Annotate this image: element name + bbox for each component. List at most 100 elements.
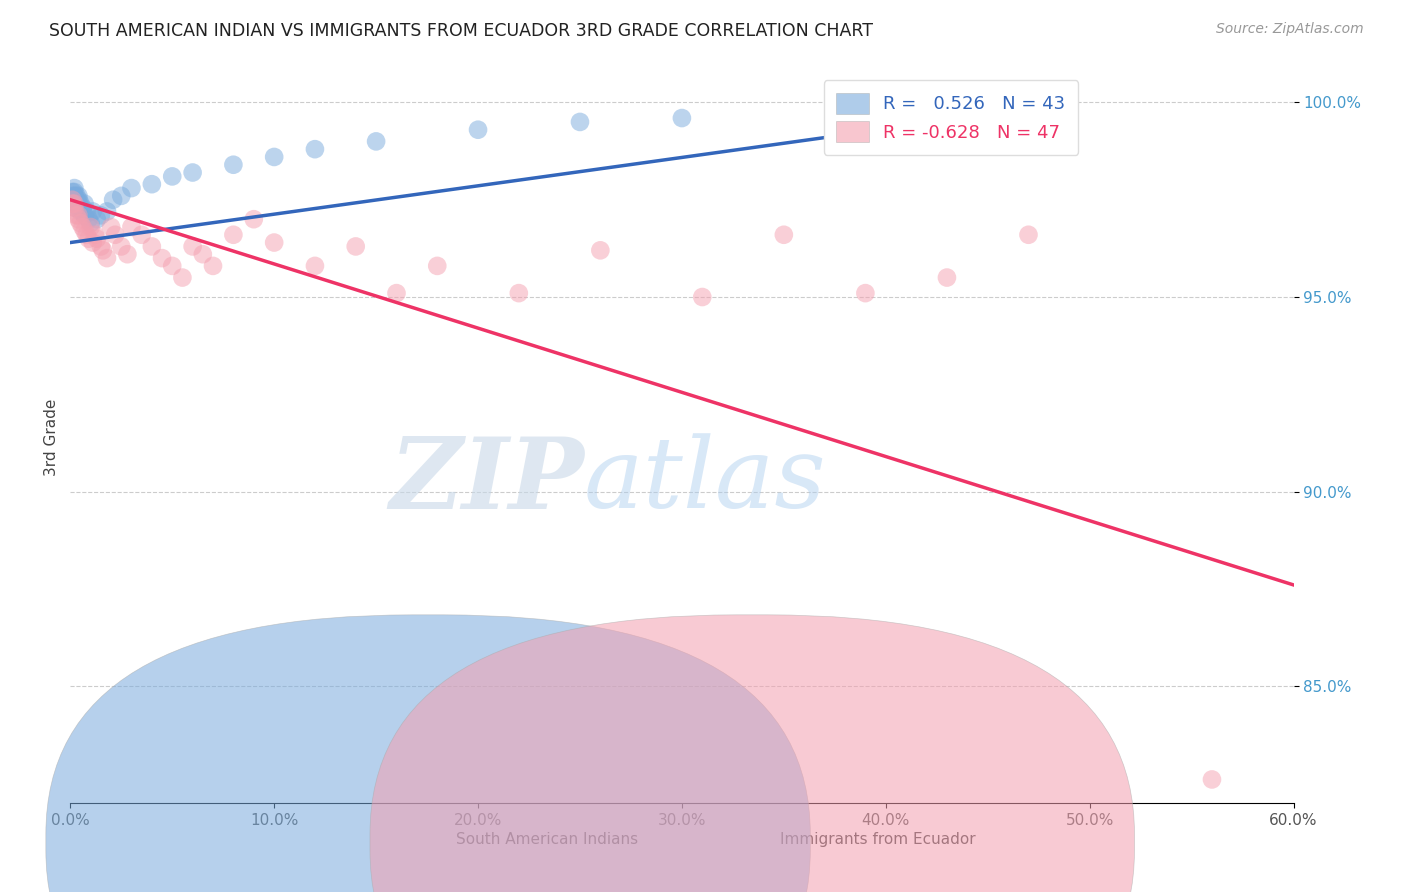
Point [110, 189, 132, 203]
Point [936, 270, 959, 285]
Point [65, 208, 87, 222]
Point [63, 201, 86, 215]
Text: ZIP: ZIP [389, 433, 583, 529]
Point [65, 196, 87, 211]
Point [834, 107, 856, 121]
Point [60, 196, 83, 211]
Point [63, 185, 86, 199]
FancyBboxPatch shape [46, 615, 810, 892]
Point [73, 196, 96, 211]
Point [69, 196, 91, 211]
Legend: R =   0.526   N = 43, R = -0.628   N = 47: R = 0.526 N = 43, R = -0.628 N = 47 [824, 80, 1078, 154]
Point [63, 181, 86, 195]
Point [671, 111, 693, 125]
Point [96, 204, 118, 219]
Point [191, 247, 214, 261]
Point [304, 259, 326, 273]
Text: atlas: atlas [583, 434, 827, 529]
Point [773, 227, 796, 242]
Point [426, 259, 449, 273]
Point [72, 201, 94, 215]
Point [83, 227, 105, 242]
Point [67, 212, 90, 227]
Y-axis label: 3rd Grade: 3rd Grade [44, 399, 59, 475]
Point [181, 239, 204, 253]
Point [69, 216, 91, 230]
Point [73, 208, 96, 222]
Point [76, 227, 98, 242]
Point [131, 227, 153, 242]
Point [67, 189, 90, 203]
Point [162, 169, 183, 184]
Text: South American Indians: South American Indians [456, 832, 638, 847]
Point [162, 259, 183, 273]
Point [222, 227, 245, 242]
Point [508, 286, 530, 301]
Point [91, 244, 114, 258]
Point [82, 204, 104, 219]
Point [100, 219, 122, 234]
Text: SOUTH AMERICAN INDIAN VS IMMIGRANTS FROM ECUADOR 3RD GRADE CORRELATION CHART: SOUTH AMERICAN INDIAN VS IMMIGRANTS FROM… [49, 22, 873, 40]
Point [86, 212, 108, 227]
Point [117, 247, 139, 261]
Point [222, 158, 245, 172]
Point [181, 165, 204, 179]
Point [366, 135, 388, 149]
Point [589, 244, 612, 258]
Point [263, 150, 285, 164]
Point [150, 251, 173, 265]
Point [67, 196, 90, 211]
Point [63, 189, 86, 203]
Point [77, 232, 100, 246]
Point [72, 204, 94, 219]
Point [90, 239, 112, 253]
Point [73, 224, 96, 238]
Point [101, 193, 124, 207]
Point [110, 239, 132, 253]
Point [568, 115, 592, 129]
Point [69, 204, 91, 219]
Point [1018, 227, 1040, 242]
Point [82, 235, 104, 250]
Text: Immigrants from Ecuador: Immigrants from Ecuador [780, 832, 976, 847]
Point [63, 196, 86, 211]
Point [60, 193, 83, 207]
Point [90, 208, 112, 222]
Point [243, 212, 266, 227]
Point [172, 270, 194, 285]
Point [304, 142, 326, 156]
Point [141, 239, 163, 253]
Point [79, 216, 103, 230]
Point [202, 259, 225, 273]
Point [63, 193, 86, 207]
Point [385, 286, 408, 301]
Point [96, 251, 118, 265]
Point [63, 201, 86, 215]
Point [104, 227, 127, 242]
Point [69, 201, 91, 215]
Point [141, 177, 163, 191]
Point [86, 232, 108, 246]
Point [77, 212, 100, 227]
Point [1038, 99, 1060, 113]
Point [76, 204, 98, 219]
Point [60, 193, 83, 207]
Point [263, 235, 285, 250]
Point [855, 286, 877, 301]
Point [690, 290, 713, 304]
Point [65, 193, 87, 207]
Point [344, 239, 367, 253]
Text: Source: ZipAtlas.com: Source: ZipAtlas.com [1216, 22, 1364, 37]
FancyBboxPatch shape [370, 615, 1135, 892]
Point [67, 208, 90, 222]
Point [72, 219, 94, 234]
Point [79, 219, 103, 234]
Point [67, 193, 90, 207]
Point [1201, 772, 1223, 787]
Point [121, 219, 143, 234]
Point [65, 189, 87, 203]
Point [60, 189, 83, 203]
Point [467, 122, 489, 136]
Point [121, 181, 143, 195]
Point [60, 185, 83, 199]
